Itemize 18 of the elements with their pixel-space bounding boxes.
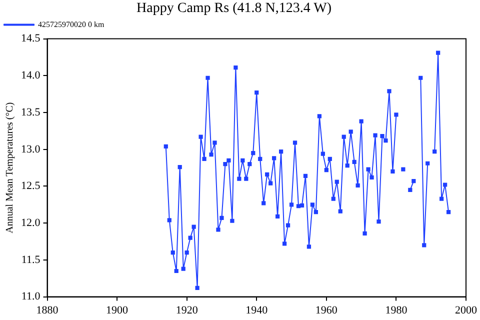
x-tick-label: 1900 <box>106 304 129 316</box>
y-tick-label: 14.5 <box>21 32 41 45</box>
x-tick-label: 2000 <box>455 304 478 316</box>
x-tick-label: 1940 <box>246 304 268 316</box>
x-tick-label: 1980 <box>385 304 408 316</box>
y-tick-label: 13.0 <box>21 143 41 156</box>
chart-title: Happy Camp Rs (41.8 N,123.4 W) <box>136 1 332 16</box>
y-tick-label: 11.0 <box>21 290 41 303</box>
y-tick-label: 14.0 <box>21 70 41 82</box>
y-tick-label: 13.5 <box>21 106 41 118</box>
legend-label: 425725970020 0 km <box>38 20 105 29</box>
x-tick-label: 1880 <box>36 304 59 316</box>
y-tick-label: 12.0 <box>21 216 41 229</box>
y-axis-title: Annual Mean Temperatures (°C) <box>4 102 16 234</box>
x-tick-label: 1960 <box>315 304 338 316</box>
y-tick-label: 11.5 <box>21 254 41 266</box>
y-tick-label: 12.5 <box>21 180 41 192</box>
x-tick-label: 1920 <box>176 304 198 316</box>
